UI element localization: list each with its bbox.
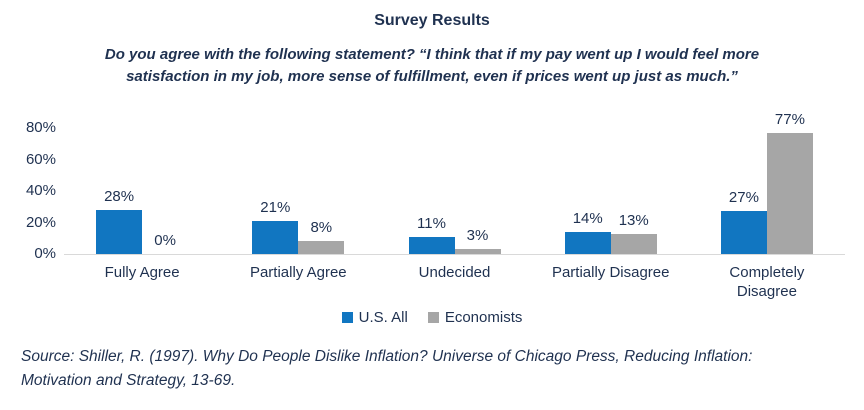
legend-label: Economists — [444, 309, 523, 326]
y-axis-tick-label: 40% — [25, 182, 56, 199]
data-label: 21% — [260, 198, 291, 216]
category-label: Completely Disagree — [729, 264, 805, 300]
chart-title: Survey Results — [374, 12, 490, 29]
category-label: Undecided — [418, 264, 491, 281]
data-label: 14% — [572, 209, 603, 227]
bar-group: 14% 13% — [533, 128, 689, 254]
data-label: 27% — [728, 189, 759, 207]
bar-u-s-all — [408, 236, 455, 254]
data-label: 8% — [310, 219, 333, 237]
bar-u-s-all — [720, 211, 767, 254]
bar-slot: 14% — [564, 128, 611, 254]
plot-area: 28% 0% 21% 8% 11% 3% 14% 13% 27% 77% — [64, 111, 845, 255]
bar-economists — [298, 241, 345, 254]
bar-u-s-all — [564, 231, 611, 254]
data-label: 3% — [466, 227, 489, 245]
category-label: Partially Agree — [249, 264, 347, 281]
bar-economists — [766, 132, 813, 254]
legend-item: Economists — [427, 309, 523, 326]
bar-group: 28% 0% — [64, 128, 220, 254]
data-label: 0% — [154, 232, 176, 249]
category-label: Fully Agree — [104, 264, 180, 281]
bar-slot: 21% — [252, 128, 299, 254]
source-note: Source: Shiller, R. (1997). Why Do Peopl… — [21, 348, 753, 389]
bar-economists — [454, 249, 501, 254]
bar-slot: 28% — [96, 128, 143, 254]
bar-u-s-all — [252, 220, 299, 254]
legend-swatch-icon — [427, 312, 439, 323]
bar-group: 21% 8% — [220, 128, 376, 254]
legend-swatch-icon — [341, 312, 353, 323]
bar-economists — [610, 233, 657, 254]
bar-slot: 3% — [454, 128, 501, 254]
legend-label: U.S. All — [358, 309, 408, 326]
legend-item: U.S. All — [341, 309, 408, 326]
data-label: 11% — [417, 214, 446, 232]
x-axis-category-labels: Fully Agree Partially Agree Undecided Parti… — [64, 263, 845, 301]
y-axis-tick-label: 0% — [34, 245, 56, 262]
bar-slot: 11% — [408, 128, 455, 254]
data-label: 13% — [618, 211, 649, 229]
bar-slot: 0% — [142, 128, 188, 254]
category-label: Partially Disagree — [551, 264, 670, 281]
bar-u-s-all — [96, 209, 143, 254]
y-axis-tick-label: 80% — [25, 119, 56, 136]
y-axis: 0% 20% 40% 60% 80% — [0, 120, 56, 262]
bar-slot: 27% — [720, 128, 767, 254]
bar-slot: 77% — [766, 111, 813, 254]
bar-group: 11% 3% — [376, 128, 532, 254]
data-label: 77% — [774, 110, 805, 128]
data-label: 28% — [104, 187, 135, 205]
chart-subtitle: Do you agree with the following statemen… — [104, 46, 760, 85]
y-axis-tick-label: 20% — [25, 213, 56, 231]
bar-group: 27% 77% — [689, 111, 845, 254]
y-axis-tick-label: 60% — [25, 150, 56, 168]
bar-slot: 8% — [298, 128, 345, 254]
bar-slot: 13% — [610, 128, 657, 254]
legend: U.S. All Economists — [0, 309, 864, 326]
